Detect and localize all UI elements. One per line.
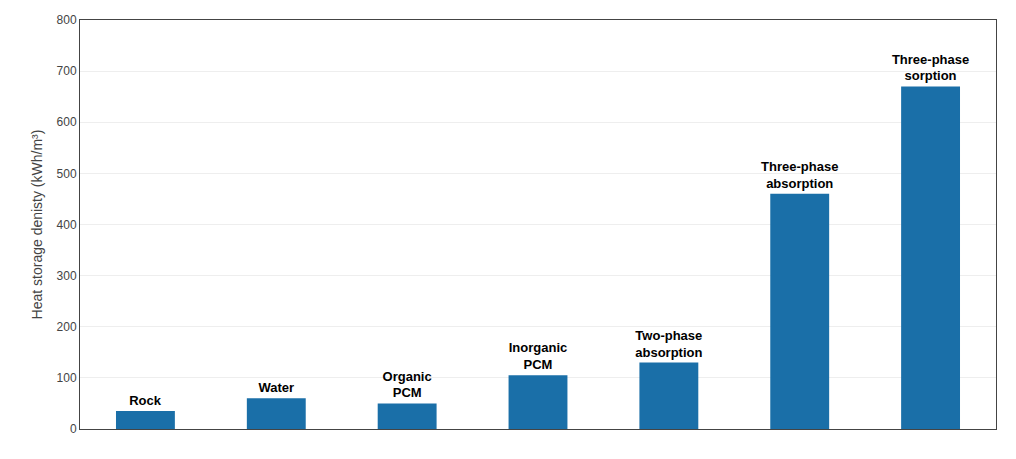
svg-text:600: 600 [57, 115, 77, 129]
svg-text:400: 400 [57, 218, 77, 232]
svg-text:Heat storage denisty (kWh/m³): Heat storage denisty (kWh/m³) [29, 130, 45, 320]
svg-text:OrganicPCM: OrganicPCM [383, 369, 432, 401]
svg-text:Rock: Rock [129, 393, 162, 408]
svg-text:Three-phaseabsorption: Three-phaseabsorption [761, 159, 838, 191]
svg-text:500: 500 [57, 167, 77, 181]
svg-text:300: 300 [57, 269, 77, 283]
svg-text:100: 100 [57, 371, 77, 385]
svg-text:Three-phasesorption: Three-phasesorption [892, 52, 969, 84]
svg-text:InorganicPCM: InorganicPCM [509, 340, 568, 372]
svg-text:800: 800 [57, 13, 77, 27]
svg-text:200: 200 [57, 320, 77, 334]
svg-text:0: 0 [70, 422, 77, 436]
svg-text:Water: Water [258, 380, 294, 395]
svg-text:700: 700 [57, 64, 77, 78]
svg-text:Two-phaseabsorption: Two-phaseabsorption [635, 328, 702, 360]
